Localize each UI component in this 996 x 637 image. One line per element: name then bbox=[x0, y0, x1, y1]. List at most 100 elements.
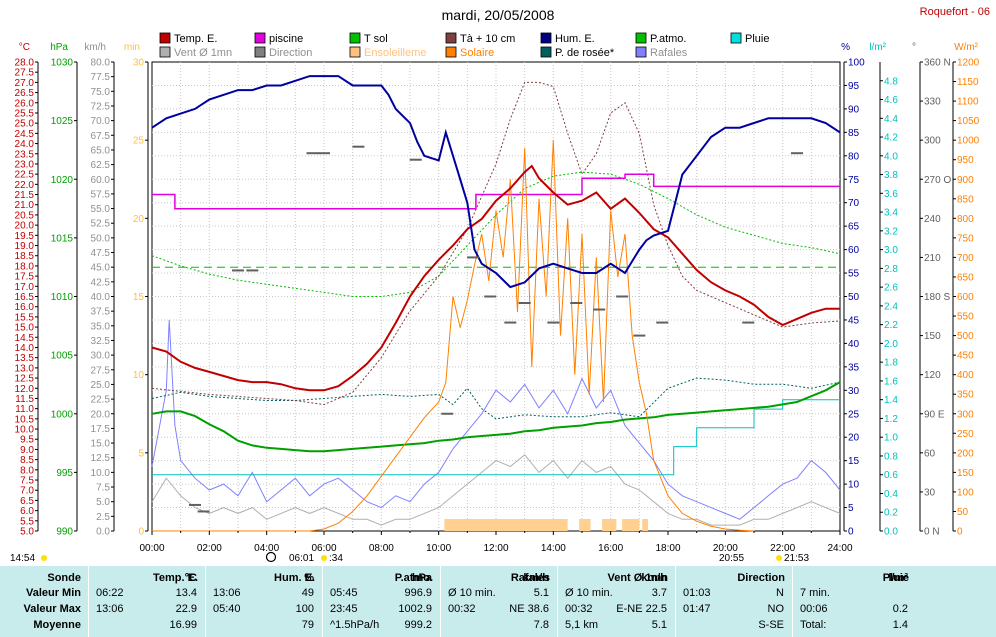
temp-tick-label: 27.0 bbox=[15, 78, 35, 89]
wind-tick-label: 25.0 bbox=[91, 380, 111, 391]
x-tick-label: 20:00 bbox=[713, 543, 738, 554]
temp-tick-label: 14.5 bbox=[15, 333, 35, 344]
temp-tick-label: 23.0 bbox=[15, 159, 35, 170]
summary-unit: hPa bbox=[411, 572, 432, 584]
rain-tick-label: 4.0 bbox=[884, 151, 898, 162]
summary-unit: % bbox=[304, 572, 314, 584]
solar-tick-label: 1050 bbox=[957, 116, 980, 127]
sun-icon-left bbox=[41, 555, 47, 561]
humidity-tick-label: 0 bbox=[848, 527, 854, 538]
wind-tick-label: 7.5 bbox=[96, 483, 110, 494]
humidity-unit: % bbox=[841, 42, 850, 53]
temp-tick-label: 8.0 bbox=[20, 465, 34, 476]
temp-tick-label: 17.0 bbox=[15, 282, 35, 293]
solar-tick-label: 900 bbox=[957, 175, 974, 186]
summary-column: Direction 01:03 N 01:47 NO S-SE bbox=[675, 566, 792, 637]
rain-tick-label: 0.8 bbox=[884, 451, 898, 462]
temp-tick-label: 17.5 bbox=[15, 272, 35, 283]
summary-column: Sonde Valeur Min Valeur Max Moyenne bbox=[0, 566, 88, 637]
temp-tick-label: 7.0 bbox=[20, 486, 34, 497]
series-gust bbox=[151, 319, 841, 520]
sunrise-icon bbox=[265, 551, 277, 563]
temp-tick-label: 6.5 bbox=[20, 496, 34, 507]
wind-tick-label: 57.5 bbox=[91, 189, 111, 200]
humidity-tick-label: 25 bbox=[848, 409, 860, 420]
rain-tick-label: 2.8 bbox=[884, 264, 898, 275]
summary-panel: Sonde Valeur Min Valeur Max Moyenne Temp. E.… bbox=[0, 566, 996, 637]
legend-label: T sol bbox=[364, 33, 388, 45]
temp-tick-label: 22.0 bbox=[15, 180, 35, 191]
temp-tick-label: 13.0 bbox=[15, 363, 35, 374]
temp-tick-label: 28.0 bbox=[15, 58, 35, 69]
wind-tick-label: 45.0 bbox=[91, 263, 111, 274]
wind-tick-label: 2.5 bbox=[96, 512, 110, 523]
temp-tick-label: 26.0 bbox=[15, 98, 35, 109]
humidity-tick-label: 30 bbox=[848, 386, 860, 397]
wind-tick-label: 47.5 bbox=[91, 248, 111, 259]
summary-title: Rafales bbox=[510, 572, 550, 584]
rain-tick-label: 3.4 bbox=[884, 208, 898, 219]
marker-sun-mid: :34 bbox=[329, 553, 343, 564]
rain-tick-label: 4.6 bbox=[884, 95, 898, 106]
rain-tick-label: 0.6 bbox=[884, 470, 898, 481]
wind-tick-label: 12.5 bbox=[91, 453, 111, 464]
summary-time: Ø 10 min. bbox=[565, 587, 613, 599]
direction-tick-label: 180 S bbox=[924, 292, 950, 303]
wind-tick-label: 65.0 bbox=[91, 145, 111, 156]
summary-unit: °C bbox=[184, 572, 197, 584]
wind-tick-label: 20.0 bbox=[91, 409, 111, 420]
legend-swatch bbox=[159, 32, 171, 44]
wind-tick-label: 67.5 bbox=[91, 131, 111, 142]
sun-tick-label: 10 bbox=[133, 370, 145, 381]
temp-tick-label: 14.0 bbox=[15, 343, 35, 354]
series-temp bbox=[151, 164, 840, 392]
humidity-tick-label: 45 bbox=[848, 315, 860, 326]
rain-tick-label: 0.0 bbox=[884, 527, 898, 538]
direction-tick-label: 210 bbox=[924, 253, 941, 264]
weather-chart: mardi, 20/05/2008 Roquefort - 06 5.05.56… bbox=[10, 6, 990, 564]
wind-tick-label: 62.5 bbox=[91, 160, 111, 171]
temp-tick-label: 10.0 bbox=[15, 425, 35, 436]
summary-time: 23:45 bbox=[330, 603, 358, 615]
series-dew bbox=[151, 377, 841, 420]
solar-tick-label: 50 bbox=[957, 507, 969, 518]
rain-tick-label: 1.2 bbox=[884, 414, 898, 425]
x-tick-label: 22:00 bbox=[770, 543, 795, 554]
temp-tick-label: 18.0 bbox=[15, 261, 35, 272]
sun-tick-label: 15 bbox=[133, 292, 145, 303]
wind-tick-label: 52.5 bbox=[91, 219, 111, 230]
legend-label: Direction bbox=[269, 47, 312, 59]
legend-label: Tà + 10 cm bbox=[460, 33, 515, 45]
summary-time: 00:32 bbox=[565, 603, 593, 615]
sun-icon-mid bbox=[321, 555, 327, 561]
solar-tick-label: 400 bbox=[957, 370, 974, 381]
temp-tick-label: 12.0 bbox=[15, 384, 35, 395]
series-solar bbox=[152, 140, 755, 532]
temp-tick-label: 16.0 bbox=[15, 302, 35, 313]
solar-tick-label: 350 bbox=[957, 390, 974, 401]
humidity-tick-label: 35 bbox=[848, 362, 860, 373]
wind-tick-label: 35.0 bbox=[91, 321, 111, 332]
summary-title: Hum. E. bbox=[274, 572, 315, 584]
legend-swatch bbox=[254, 32, 266, 44]
summary-time: 00:32 bbox=[448, 603, 476, 615]
temp-tick-label: 16.5 bbox=[15, 292, 35, 303]
sun-tick-label: 0 bbox=[138, 527, 144, 538]
summary-column: Temp. E. °C 06:22 13.4 13:06 22.9 16.99 bbox=[88, 566, 205, 637]
marker-sunset: 20:55 bbox=[719, 553, 744, 564]
marker-right: 21:53 bbox=[784, 553, 809, 564]
rain-tick-label: 2.4 bbox=[884, 301, 898, 312]
legend-label: P. de rosée* bbox=[555, 47, 615, 59]
summary-time: 01:03 bbox=[683, 587, 711, 599]
x-tick-label: 08:00 bbox=[369, 543, 394, 554]
station-name: Roquefort - 06 bbox=[920, 6, 990, 18]
temp-tick-label: 20.0 bbox=[15, 221, 35, 232]
summary-value: 5.1 bbox=[651, 619, 667, 631]
summary-value: 999.2 bbox=[404, 619, 432, 631]
summary-time: ^1.5hPa/h bbox=[330, 619, 380, 631]
temp-tick-label: 13.5 bbox=[15, 353, 35, 364]
summary-title: Pluie bbox=[882, 572, 909, 584]
axes: 5.05.56.06.57.07.58.08.59.09.510.010.511… bbox=[15, 42, 980, 554]
temp-tick-label: 22.5 bbox=[15, 170, 35, 181]
legend-label: Pluie bbox=[745, 33, 769, 45]
